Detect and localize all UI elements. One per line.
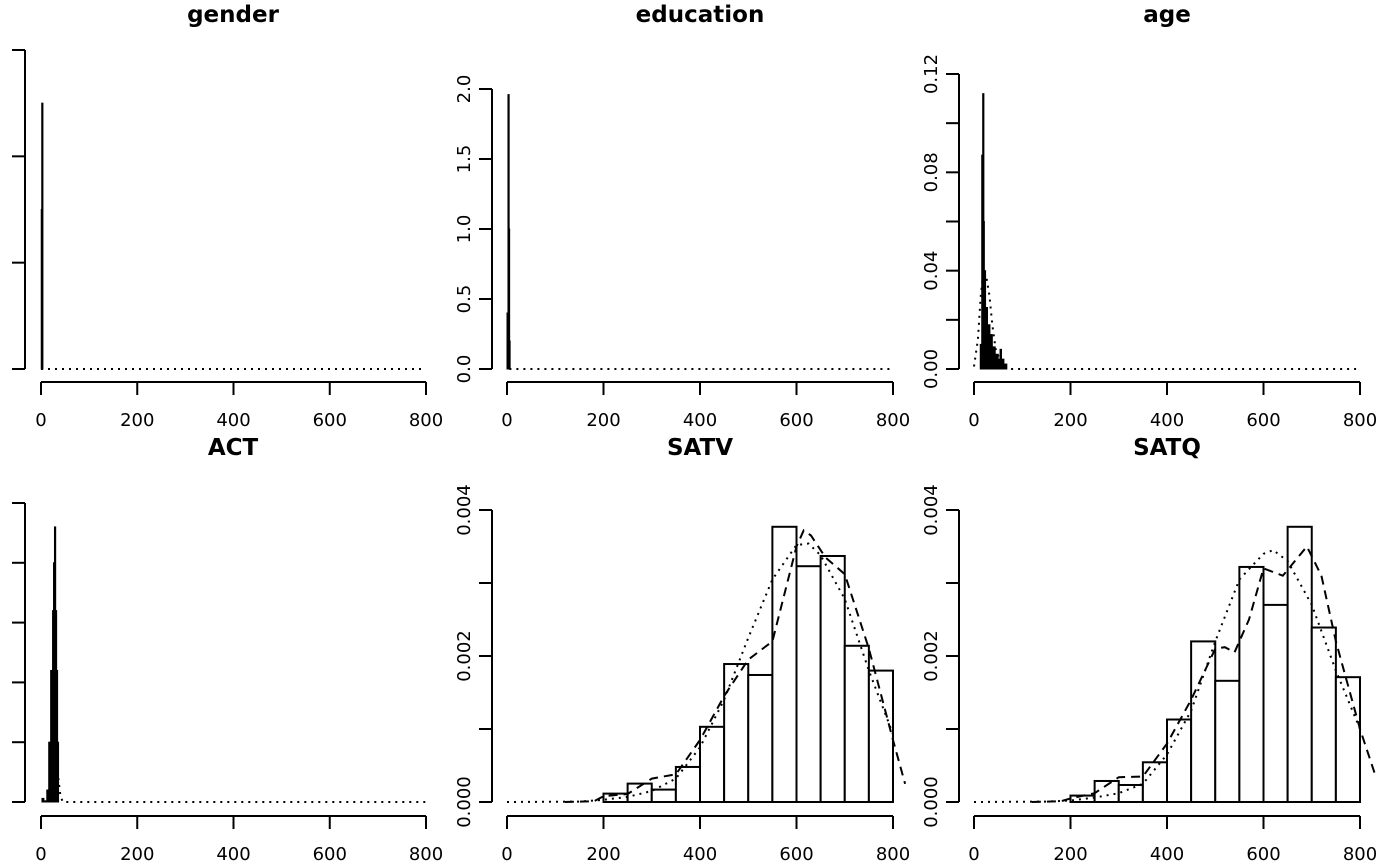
histogram-bar <box>1214 679 1241 804</box>
x-tick-label: 200 <box>120 844 154 865</box>
x-tick-label: 200 <box>1053 844 1087 865</box>
y-tick-label: 0.5 <box>454 285 475 314</box>
density-curve-dotted <box>973 270 1360 370</box>
x-tick-label: 400 <box>1150 844 1184 865</box>
histogram-bar <box>1166 718 1193 804</box>
panel-SATQ: SATQ 0.000 0.002 0.004 0 200 400 600 800 <box>921 435 1377 865</box>
y-tick-label: 1.5 <box>454 145 475 174</box>
x-tick-label: 800 <box>1343 844 1377 865</box>
histogram-bar <box>795 565 822 804</box>
y-tick-label: 2.0 <box>454 75 475 104</box>
y-tick-label: 0.08 <box>921 152 942 192</box>
histogram-bar <box>674 765 701 804</box>
histogram-bar <box>747 673 774 803</box>
y-tick-label: 0.002 <box>921 630 942 682</box>
panel-SATV: SATV 0.000 0.002 0.004 0 200 400 600 800 <box>454 435 910 865</box>
histogram-bar <box>819 554 846 803</box>
histogram-bar <box>41 797 45 803</box>
panel-age: age 0.00 0.04 0.08 0.12 0 200 400 600 800 <box>921 2 1377 431</box>
x-tick-label: 600 <box>779 410 813 431</box>
x-tick-label: 800 <box>876 410 910 431</box>
x-tick-label: 200 <box>586 410 620 431</box>
x-tick-label: 600 <box>779 844 813 865</box>
density-curve-dashed <box>564 528 907 803</box>
histogram-bar <box>867 669 894 803</box>
histogram-bar <box>508 340 511 370</box>
y-tick-label: 0.002 <box>454 630 475 682</box>
x-tick-label: 200 <box>120 410 154 431</box>
x-tick-label: 0 <box>968 410 979 431</box>
x-tick-label: 600 <box>1246 844 1280 865</box>
histogram-bar <box>1310 626 1337 804</box>
y-tick-label: 0.004 <box>921 484 942 536</box>
y-tick-label: 1.0 <box>454 215 475 244</box>
x-tick-label: 600 <box>313 844 347 865</box>
histogram-bar <box>723 663 750 804</box>
panel-title: age <box>1143 2 1191 28</box>
x-tick-label: 200 <box>586 844 620 865</box>
histogram-bar <box>843 644 870 804</box>
density-curve-dotted <box>57 777 426 803</box>
x-tick-label: 0 <box>501 844 512 865</box>
y-tick-label: 0.12 <box>921 54 942 94</box>
x-tick-label: 400 <box>1150 410 1184 431</box>
histogram-bar <box>1190 640 1217 804</box>
panel-title: SATV <box>667 435 733 461</box>
x-tick-label: 800 <box>876 844 910 865</box>
y-tick-label: 0.0 <box>454 355 475 384</box>
panel-gender: gender 0 200 400 600 800 <box>12 2 443 431</box>
panel-title: ACT <box>208 435 259 461</box>
x-tick-label: 600 <box>1246 410 1280 431</box>
y-tick-label: 0.000 <box>454 776 475 828</box>
histogram-bar <box>1238 565 1265 803</box>
x-tick-label: 0 <box>501 410 512 431</box>
y-tick-label: 0.004 <box>454 484 475 536</box>
x-tick-label: 800 <box>409 844 443 865</box>
histogram-bar <box>56 741 60 803</box>
histogram-bar <box>1334 676 1361 803</box>
histogram-bar <box>650 788 677 804</box>
x-tick-label: 400 <box>216 410 250 431</box>
x-tick-label: 400 <box>683 410 717 431</box>
density-curve-dotted <box>973 548 1361 803</box>
x-tick-label: 400 <box>683 844 717 865</box>
panel-title: education <box>636 2 765 28</box>
density-curve-dashed <box>1031 544 1376 803</box>
x-tick-label: 0 <box>968 844 979 865</box>
y-tick-label: 0.00 <box>921 349 942 389</box>
histogram-bar <box>699 725 726 803</box>
x-tick-label: 800 <box>1343 410 1377 431</box>
histogram-bar <box>771 525 798 803</box>
x-tick-label: 800 <box>409 410 443 431</box>
y-tick-label: 0.000 <box>921 776 942 828</box>
panel-title: gender <box>187 2 280 28</box>
density-curve-dotted <box>506 542 894 803</box>
panel-education: education 0.0 0.5 1.0 1.5 2.0 0 200 400 600 800 <box>454 2 910 431</box>
x-tick-label: 600 <box>313 410 347 431</box>
x-tick-label: 0 <box>35 844 46 865</box>
histogram-bar <box>1117 783 1144 804</box>
x-tick-label: 0 <box>35 410 46 431</box>
y-tick-label: 0.04 <box>921 251 942 291</box>
panel-title: SATQ <box>1133 435 1201 461</box>
histogram-bar <box>1262 603 1289 804</box>
x-tick-label: 400 <box>216 844 250 865</box>
panel-ACT: ACT 0 200 400 600 800 <box>12 435 443 865</box>
histogram-bar <box>41 102 44 370</box>
x-tick-label: 200 <box>1053 410 1087 431</box>
